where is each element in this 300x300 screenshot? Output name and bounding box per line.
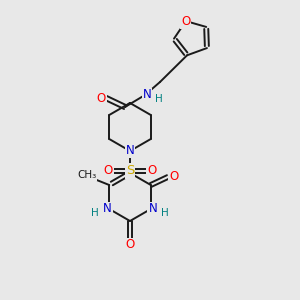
Text: O: O (96, 92, 106, 104)
Text: S: S (126, 164, 134, 178)
Text: N: N (126, 145, 134, 158)
Text: N: N (142, 88, 152, 101)
Text: N: N (103, 202, 112, 215)
Text: N: N (148, 202, 157, 215)
Text: H: H (91, 208, 99, 218)
Text: O: O (147, 164, 157, 178)
Text: H: H (161, 208, 169, 218)
Text: O: O (181, 15, 190, 28)
Text: O: O (169, 170, 178, 184)
Text: O: O (103, 164, 112, 178)
Text: CH₃: CH₃ (78, 170, 97, 180)
Text: H: H (155, 94, 163, 104)
Text: O: O (125, 238, 135, 251)
